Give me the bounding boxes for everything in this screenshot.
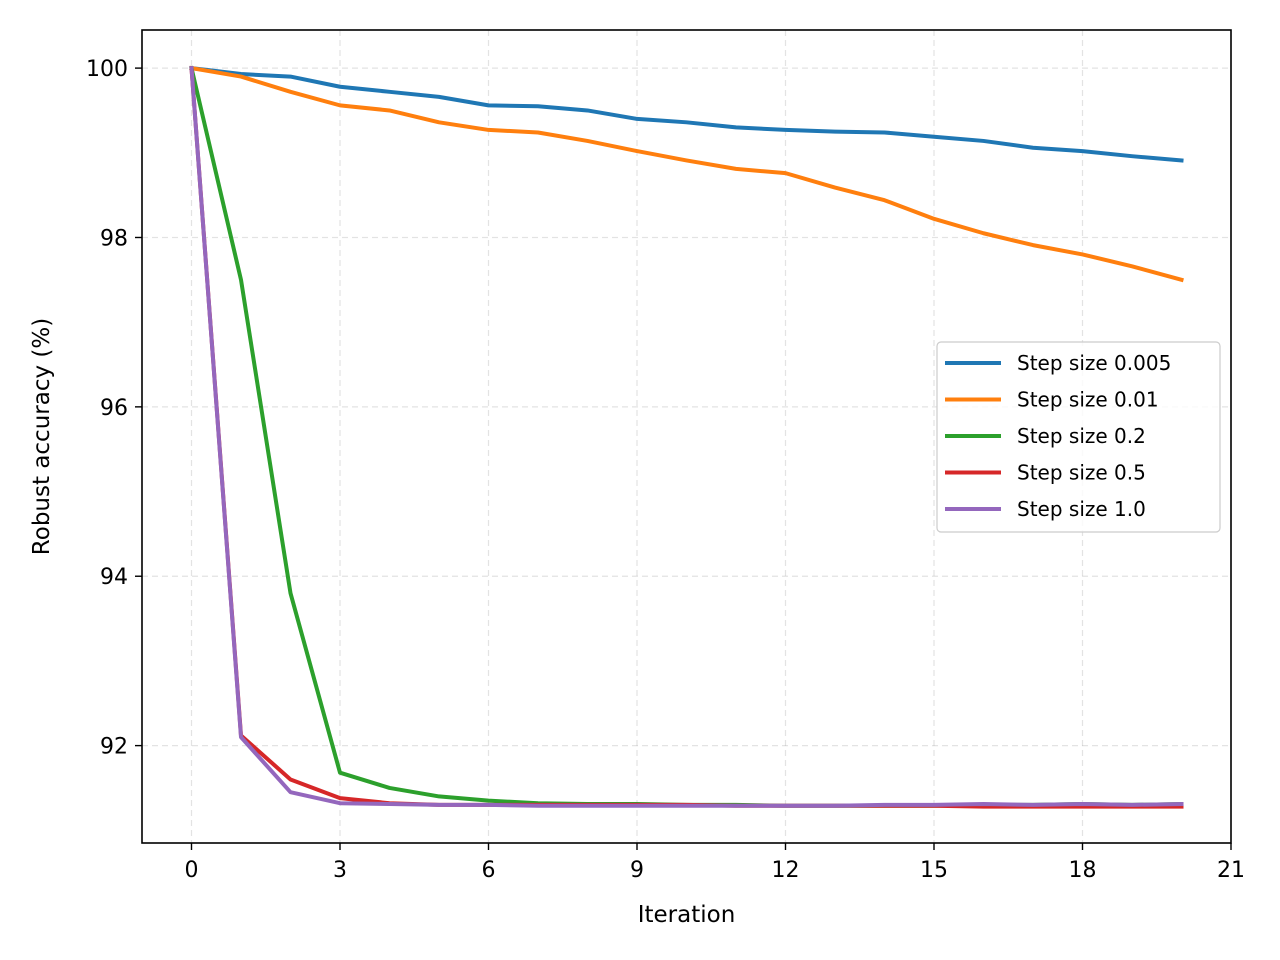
y-tick-label: 94 (100, 565, 128, 590)
series-line-2 (189, 65, 1184, 283)
x-tick-label: 9 (630, 858, 644, 883)
series-line-5 (189, 65, 1184, 808)
x-tick-label: 18 (1069, 858, 1097, 883)
legend-label: Step size 0.2 (1017, 424, 1146, 448)
legend-label: Step size 0.005 (1017, 351, 1171, 375)
legend-box (936, 341, 1221, 533)
y-axis-label: Robust accuracy (%) (29, 318, 55, 555)
x-axis-label: Iteration (638, 902, 736, 928)
y-tick-label: 92 (100, 735, 128, 760)
y-tick-label: 98 (100, 226, 128, 251)
legend: Step size 0.005 Step size 0.01 Step size 0… (936, 341, 1221, 533)
x-tick-label: 15 (920, 858, 948, 883)
x-tick-label: 12 (772, 858, 800, 883)
series-line-1 (189, 65, 1184, 163)
x-tick-label: 6 (482, 858, 496, 883)
x-tick-label: 21 (1217, 858, 1245, 883)
x-tick-label: 0 (185, 858, 199, 883)
legend-label: Step size 0.5 (1017, 461, 1146, 485)
series-lines (189, 65, 1184, 809)
plot-frame (141, 29, 1232, 844)
y-axis-ticks: 92 94 96 98 100 (86, 57, 142, 760)
legend-label: Step size 1.0 (1017, 497, 1146, 521)
x-tick-label: 3 (333, 858, 347, 883)
y-tick-label: 100 (86, 57, 128, 82)
legend-label: Step size 0.01 (1017, 388, 1159, 412)
y-tick-label: 96 (100, 396, 128, 421)
x-axis-ticks: 0 3 6 9 12 15 18 21 (185, 843, 1245, 883)
